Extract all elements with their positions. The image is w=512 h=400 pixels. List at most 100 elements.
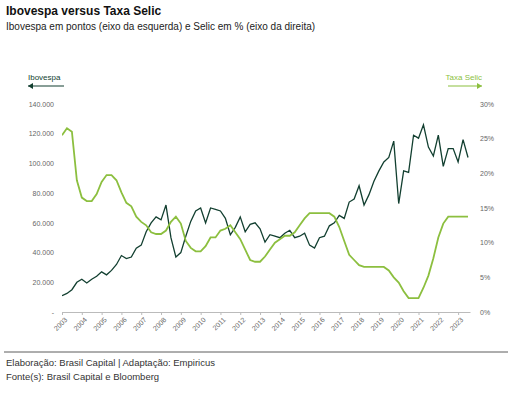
tick-mark [419, 312, 420, 315]
tick-label: 80.000 [33, 190, 55, 197]
tick: 2013 [251, 312, 267, 332]
tick: 2018 [350, 312, 366, 332]
tick-label: 2019 [369, 316, 385, 332]
tick: 2009 [171, 312, 187, 332]
tick: 2004 [72, 312, 88, 332]
tick-label: 2016 [310, 316, 326, 332]
tick-label: 2023 [449, 316, 465, 332]
tick-mark [280, 312, 281, 315]
y2-axis: 0% 5% 10% 15% 20% 25% 30% [470, 101, 494, 316]
tick: 2011 [211, 312, 227, 332]
tick: 2023 [449, 312, 465, 332]
tick: - [52, 309, 62, 316]
y-axis: -20.00040.00060.00080.000100.000120.0001… [29, 101, 63, 316]
tick: 10% [470, 239, 494, 246]
tick-label: 2018 [350, 316, 366, 332]
tick-label: 2009 [171, 316, 187, 332]
tick: 2008 [152, 312, 168, 332]
x-axis-line [63, 312, 471, 313]
tick: 60.000 [33, 220, 62, 227]
tick-label: 2022 [429, 316, 445, 332]
legend-item: Taxa Selic [446, 73, 482, 89]
tick-label: 20.000 [33, 279, 55, 286]
footnote: Fonte(s): Brasil Capital e Bloomberg [6, 371, 159, 382]
tick-mark [161, 312, 162, 315]
tick-label: 2017 [330, 316, 346, 332]
tick-mark [82, 312, 83, 315]
tick-label: 2013 [251, 316, 267, 332]
legend-arrow-head [477, 83, 482, 89]
tick-label: 2021 [409, 316, 425, 332]
tick: 100.000 [29, 160, 62, 167]
tick-label: 2011 [211, 316, 227, 332]
tick-mark [240, 312, 241, 315]
tick-mark [141, 312, 142, 315]
tick-label: - [52, 309, 55, 316]
tick-mark [201, 312, 202, 315]
footer-rule [4, 352, 508, 353]
tick-mark [339, 312, 340, 315]
tick-mark [181, 312, 182, 315]
tick-mark [359, 312, 360, 315]
legend-arrow [28, 85, 64, 86]
tick: 0% [470, 309, 490, 316]
tick-mark [220, 312, 221, 315]
legend-label: Ibovespa [28, 73, 61, 82]
tick-label: 2007 [132, 316, 148, 332]
tick: 120.000 [29, 130, 62, 137]
tick-mark [438, 312, 439, 315]
x-axis: 2003200420052006200720082009201020112012… [52, 312, 470, 332]
tick-label: 30% [480, 101, 494, 108]
tick-label: 2005 [92, 316, 108, 332]
legend-arrow-head [28, 83, 33, 89]
tick-label: 2010 [191, 316, 207, 332]
tick-label: 2008 [152, 316, 168, 332]
tick-label: 2014 [270, 316, 286, 332]
tick-label: 100.000 [29, 160, 54, 167]
series-line [62, 128, 468, 298]
tick: 2017 [330, 312, 346, 332]
y-axis-line [62, 105, 63, 313]
tick: 2005 [92, 312, 108, 332]
tick-label: 2006 [112, 316, 128, 332]
tick: 2012 [231, 312, 247, 332]
tick-label: 5% [480, 274, 490, 281]
tick-label: 10% [480, 239, 494, 246]
tick-label: 2020 [389, 316, 405, 332]
tick: 2007 [132, 312, 148, 332]
tick-label: 120.000 [29, 130, 54, 137]
tick: 40.000 [33, 249, 62, 256]
tick: 2020 [389, 312, 405, 332]
tick: 20% [470, 170, 494, 177]
tick: 2016 [310, 312, 326, 332]
tick: 25% [470, 135, 494, 142]
tick: 20.000 [33, 279, 62, 286]
tick-label: 0% [480, 309, 490, 316]
tick-label: 40.000 [33, 249, 55, 256]
legend-label: Taxa Selic [446, 73, 482, 82]
tick-mark [62, 312, 63, 315]
y2-axis-line [470, 105, 471, 313]
tick-label: 2015 [290, 316, 306, 332]
tick: 2015 [290, 312, 306, 332]
tick-label: 60.000 [33, 220, 55, 227]
tick-label: 15% [480, 205, 494, 212]
chart: Ibovespa versus Taxa Selic Ibovespa em po… [0, 0, 512, 400]
tick-label: 20% [480, 170, 494, 177]
tick: 80.000 [33, 190, 62, 197]
plot-area [62, 125, 468, 298]
tick-mark [102, 312, 103, 315]
subtitle: Ibovespa em pontos (eixo da esquerda) e … [6, 21, 315, 32]
tick-label: 2012 [231, 316, 247, 332]
tick: 2021 [409, 312, 425, 332]
tick: 2010 [191, 312, 207, 332]
footnote: Elaboração: Brasil Capital | Adaptação: … [6, 357, 215, 368]
tick-mark [379, 312, 380, 315]
tick-mark [458, 312, 459, 315]
tick-label: 25% [480, 135, 494, 142]
tick: 2019 [369, 312, 385, 332]
series-line [62, 125, 468, 296]
title: Ibovespa versus Taxa Selic [6, 4, 162, 18]
tick-mark [319, 312, 320, 315]
tick: 15% [470, 205, 494, 212]
